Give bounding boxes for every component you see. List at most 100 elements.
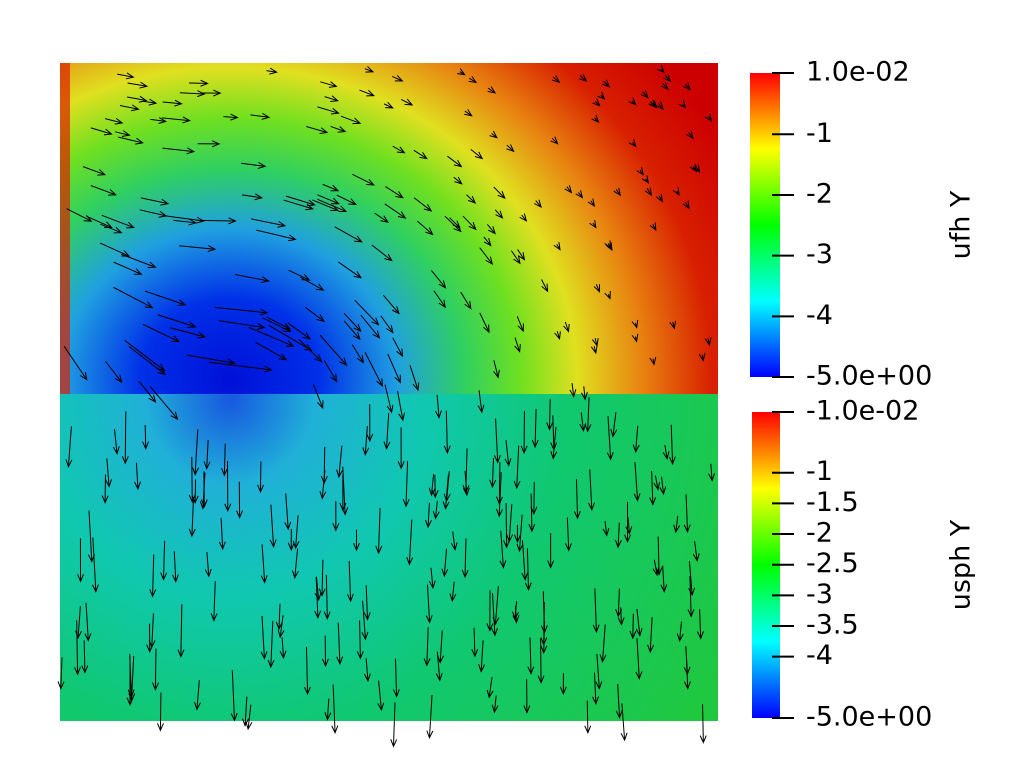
colorbar-title: usph Y: [946, 519, 977, 610]
vector-arrow: [390, 702, 398, 748]
vector-arrow: [595, 653, 603, 690]
vector-arrow: [688, 561, 696, 597]
vector-arrow: [260, 615, 268, 660]
vector-arrow: [512, 605, 520, 624]
vector-arrow: [569, 383, 577, 398]
vector-arrow: [165, 215, 205, 224]
vector-arrow: [250, 112, 271, 120]
vector-arrow: [100, 223, 123, 234]
vector-arrow: [587, 198, 596, 208]
vector-arrow: [303, 646, 311, 696]
vector-arrow: [477, 390, 485, 414]
vector-arrow: [387, 353, 401, 384]
vector-arrow: [470, 149, 484, 160]
vector-arrow: [203, 439, 211, 470]
vector-arrow: [550, 426, 558, 460]
vector-arrow: [324, 95, 340, 103]
vector-arrow: [82, 166, 107, 176]
vector-arrow: [113, 261, 143, 275]
colorbar-tick-label: -4: [806, 640, 833, 671]
vector-arrow: [506, 144, 515, 153]
vector-arrow: [113, 286, 154, 309]
vector-arrow: [493, 418, 501, 464]
vector-arrow: [635, 608, 643, 637]
vector-arrow: [530, 481, 538, 516]
vector-arrow: [462, 448, 470, 494]
vector-arrow: [489, 130, 498, 139]
vector-arrow: [363, 658, 371, 683]
vector-arrow: [659, 476, 667, 496]
vector-arrow: [486, 590, 494, 632]
vector-arrow: [143, 98, 158, 106]
vector-field: [57, 64, 716, 748]
vector-arrow: [553, 242, 561, 251]
vector-arrow: [441, 548, 449, 578]
vector-arrow: [128, 345, 167, 376]
vector-arrow: [142, 424, 150, 450]
vector-arrow: [279, 637, 287, 660]
vector-arrow: [171, 551, 179, 583]
vector-arrow: [620, 703, 628, 742]
vector-arrow: [413, 149, 428, 160]
vector-arrow: [322, 183, 340, 192]
vector-arrow: [374, 212, 389, 223]
vector-arrow: [547, 533, 555, 569]
vector-arrow: [461, 538, 469, 579]
vector-arrow: [698, 353, 706, 362]
vector-arrow: [354, 299, 380, 326]
vector-arrow: [424, 502, 432, 529]
vector-arrow: [447, 155, 463, 168]
vector-arrow: [392, 145, 406, 154]
vector-arrow: [319, 334, 348, 366]
vector-arrow: [360, 314, 381, 339]
vector-arrow: [397, 391, 406, 422]
colorbar-tick-label: -2: [806, 178, 833, 209]
vector-arrow: [495, 462, 503, 506]
vector-arrow: [631, 319, 639, 329]
vector-arrow: [391, 75, 404, 82]
vector-arrow: [519, 213, 528, 222]
vector-arrow: [287, 529, 295, 552]
vector-arrow: [92, 537, 99, 593]
vector-arrow: [75, 605, 83, 640]
vector-arrow: [304, 306, 325, 323]
colorbar-tick-label: 1.0e-02: [806, 57, 910, 88]
vector-arrow: [192, 429, 199, 476]
vector-arrow: [662, 444, 670, 461]
vector-arrow: [284, 493, 292, 531]
vector-arrow: [652, 559, 660, 577]
vector-arrow: [579, 412, 587, 432]
vector-arrow: [592, 588, 600, 634]
vector-arrow: [65, 426, 73, 468]
vector-arrow: [208, 361, 273, 373]
vector-arrow: [343, 312, 362, 333]
vector-arrow: [564, 185, 573, 194]
vector-arrow: [105, 117, 124, 125]
colorbar-upper: [750, 73, 780, 377]
vector-arrow: [496, 472, 503, 518]
vector-arrow: [655, 536, 663, 576]
vector-arrow: [81, 640, 89, 674]
vector-arrow: [521, 540, 529, 582]
vector-arrow: [330, 125, 347, 133]
vector-arrow: [221, 443, 228, 477]
vector-arrow: [383, 101, 394, 109]
vector-arrow: [363, 585, 371, 621]
vector-arrow: [256, 229, 297, 242]
vector-arrow: [453, 176, 463, 185]
vector-arrow: [551, 75, 561, 84]
field-lower: [60, 394, 718, 721]
vector-arrow: [161, 116, 191, 124]
vector-arrow: [250, 218, 287, 228]
vector-arrow: [371, 244, 393, 262]
vector-arrow: [313, 384, 324, 410]
vector-arrow: [152, 648, 159, 691]
vector-arrow: [189, 79, 209, 87]
vector-arrow: [236, 481, 244, 519]
vector-arrow: [191, 479, 199, 504]
vector-arrow: [115, 130, 131, 137]
vector-arrow: [464, 109, 473, 117]
vector-arrow: [177, 604, 185, 658]
vector-arrow: [591, 114, 600, 123]
